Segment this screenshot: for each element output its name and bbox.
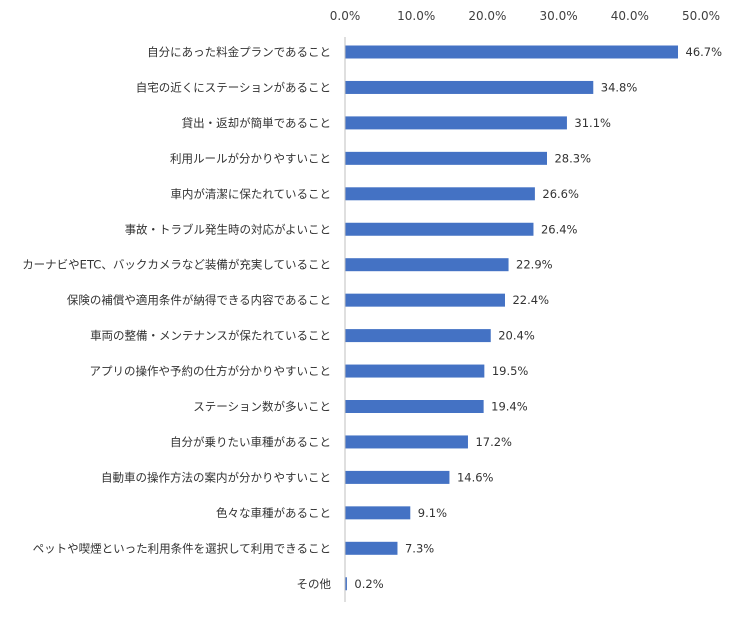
category-label: 色々な車種があること [216,506,331,520]
category-labels: 自分にあった料金プランであること自宅の近くにステーションがあること貸出・返却が簡… [22,45,331,591]
bar [345,435,468,449]
category-label: 事故・トラブル発生時の対応がよいこと [125,222,331,236]
bar [345,151,547,165]
bar [345,258,509,272]
x-tick-label: 50.0% [682,9,720,23]
category-label: 車内が清潔に保たれていること [170,187,331,201]
data-label: 28.3% [554,151,591,165]
bar [345,222,534,236]
category-label: 自分にあった料金プランであること [147,45,331,59]
x-tick-label: 40.0% [611,9,649,23]
x-axis-ticks: 0.0% 10.0% 20.0% 30.0% 40.0% 50.0% [330,9,720,23]
data-label: 46.7% [686,45,723,59]
bar [345,293,505,307]
bar [345,541,398,555]
data-label: 26.4% [541,222,578,236]
x-tick-label: 30.0% [540,9,578,23]
category-label: アプリの操作や予約の仕方が分かりやすいこと [90,364,332,378]
category-label: 利用ルールが分かりやすいこと [170,151,331,165]
category-label: 貸出・返却が簡単であること [182,116,331,130]
category-label: その他 [297,577,332,591]
x-tick-label: 10.0% [397,9,435,23]
bar [345,45,679,59]
bar [345,470,450,484]
data-label: 31.1% [574,116,611,130]
data-label: 0.2% [354,577,383,591]
category-label: カーナビやETC、バックカメラなど装備が充実していること [22,258,331,272]
bar [345,329,491,343]
x-tick-label: 0.0% [330,9,361,23]
category-label: 保険の補償や適用条件が納得できる内容であること [67,293,331,307]
bar [345,187,535,201]
bar [345,577,347,591]
data-label: 22.4% [512,293,549,307]
bar [345,116,567,130]
category-label: 自宅の近くにステーションがあること [136,80,331,94]
data-label: 22.9% [516,258,553,272]
category-label: ペットや喫煙といった利用条件を選択して利用できること [33,541,331,555]
data-label: 34.8% [601,80,638,94]
category-label: 車両の整備・メンテナンスが保たれていること [90,329,331,343]
category-label: ステーション数が多いこと [193,400,331,414]
data-label: 19.4% [491,400,528,414]
x-tick-label: 20.0% [468,9,506,23]
bar [345,80,594,94]
data-label: 26.6% [542,187,579,201]
data-label: 17.2% [475,435,512,449]
data-labels: 46.7% 34.8% 31.1% 28.3% 26.6% 26.4% 22.9% 22.4%… [354,45,722,591]
data-label: 19.5% [492,364,529,378]
data-label: 14.6% [457,470,494,484]
bar [345,400,484,413]
category-label: 自分が乗りたい車種があること [170,435,331,449]
data-label: 7.3% [405,541,434,555]
data-label: 9.1% [418,506,447,520]
category-label: 自動車の操作方法の案内が分かりやすいこと [101,470,331,484]
data-label: 20.4% [498,329,535,343]
bar [345,506,411,520]
bars [345,45,679,591]
bar [345,364,485,378]
